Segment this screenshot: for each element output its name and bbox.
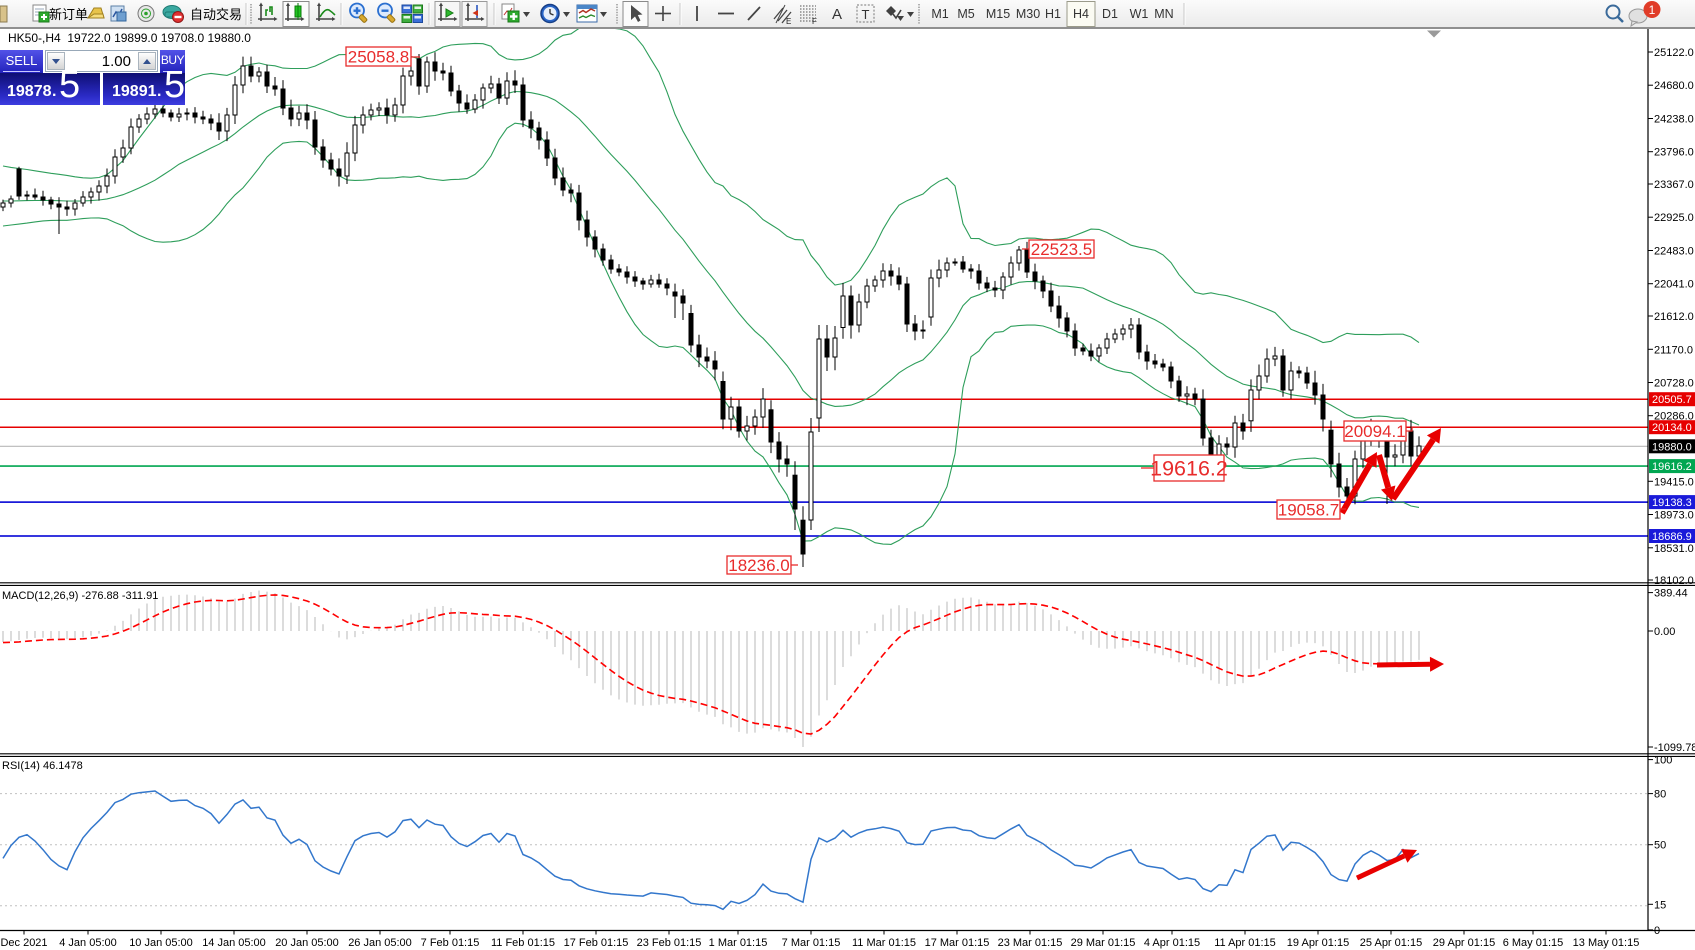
svg-text:20134.0: 20134.0 (1652, 422, 1692, 434)
svg-text:M30: M30 (1016, 7, 1040, 21)
svg-text:389.44: 389.44 (1654, 588, 1688, 600)
svg-text:23796.0: 23796.0 (1654, 147, 1694, 159)
svg-text:7 Mar 01:15: 7 Mar 01:15 (782, 937, 841, 949)
svg-text:24238.0: 24238.0 (1654, 114, 1694, 126)
svg-text:MN: MN (1154, 7, 1173, 21)
svg-text:6 May 01:15: 6 May 01:15 (1503, 937, 1564, 949)
svg-text:19138.3: 19138.3 (1652, 497, 1692, 509)
svg-text:11 Mar 01:15: 11 Mar 01:15 (852, 937, 916, 949)
svg-text:E: E (786, 17, 791, 26)
svg-text:W1: W1 (1130, 7, 1149, 21)
svg-text:23 Mar 01:15: 23 Mar 01:15 (998, 937, 1063, 949)
svg-text:18686.9: 18686.9 (1652, 531, 1692, 543)
svg-text:RSI(14) 46.1478: RSI(14) 46.1478 (2, 760, 83, 772)
svg-text:19415.0: 19415.0 (1654, 476, 1694, 488)
svg-text:H4: H4 (1073, 7, 1089, 21)
svg-text:F: F (812, 17, 817, 26)
svg-text:25122.0: 25122.0 (1654, 47, 1694, 59)
svg-text:21612.0: 21612.0 (1654, 311, 1694, 323)
svg-text:MACD(12,26,9) -276.88 -311.91: MACD(12,26,9) -276.88 -311.91 (2, 590, 158, 602)
svg-text:D1: D1 (1102, 7, 1118, 21)
svg-text:M5: M5 (957, 7, 974, 21)
svg-text:80: 80 (1654, 789, 1666, 801)
svg-text:15: 15 (1654, 899, 1666, 911)
svg-text:17 Feb 01:15: 17 Feb 01:15 (564, 937, 629, 949)
svg-text:13 May 01:15: 13 May 01:15 (1573, 937, 1640, 949)
svg-text:自动交易: 自动交易 (190, 7, 242, 22)
svg-text:29 Apr 01:15: 29 Apr 01:15 (1433, 937, 1495, 949)
svg-text:新订单: 新订单 (49, 7, 88, 22)
svg-text:11 Feb 01:15: 11 Feb 01:15 (491, 937, 555, 949)
svg-text:20 Jan 05:00: 20 Jan 05:00 (275, 937, 339, 949)
svg-text:25058.8: 25058.8 (348, 48, 409, 67)
svg-text:22925.0: 22925.0 (1654, 212, 1694, 224)
svg-text:H1: H1 (1045, 7, 1061, 21)
svg-text:22041.0: 22041.0 (1654, 279, 1694, 291)
svg-text:-1099.78: -1099.78 (1654, 742, 1695, 754)
svg-text:22523.5: 22523.5 (1031, 240, 1092, 259)
svg-text:50: 50 (1654, 840, 1666, 852)
svg-text:24680.0: 24680.0 (1654, 80, 1694, 92)
svg-text:19616.2: 19616.2 (1150, 457, 1228, 481)
svg-text:14 Jan 05:00: 14 Jan 05:00 (202, 937, 266, 949)
svg-text:26 Jan 05:00: 26 Jan 05:00 (348, 937, 412, 949)
svg-text:18531.0: 18531.0 (1654, 543, 1694, 555)
svg-text:17 Mar 01:15: 17 Mar 01:15 (925, 937, 990, 949)
svg-text:100: 100 (1654, 755, 1672, 767)
svg-text:20094.1: 20094.1 (1344, 422, 1405, 441)
svg-text:0: 0 (1654, 925, 1660, 937)
svg-text:0.00: 0.00 (1654, 626, 1675, 638)
svg-text:10 Jan 05:00: 10 Jan 05:00 (129, 937, 193, 949)
svg-text:18102.0: 18102.0 (1654, 575, 1694, 587)
svg-text:20728.0: 20728.0 (1654, 378, 1694, 390)
svg-text:T: T (862, 7, 870, 22)
svg-text:1 Mar 01:15: 1 Mar 01:15 (709, 937, 768, 949)
svg-text:25 Apr 01:15: 25 Apr 01:15 (1360, 937, 1422, 949)
svg-text:19 Apr 01:15: 19 Apr 01:15 (1287, 937, 1349, 949)
svg-text:Dec 2021: Dec 2021 (0, 937, 47, 949)
svg-text:22483.0: 22483.0 (1654, 246, 1694, 258)
svg-text:1: 1 (1649, 3, 1656, 17)
svg-text:23 Feb 01:15: 23 Feb 01:15 (637, 937, 702, 949)
svg-text:21170.0: 21170.0 (1654, 344, 1693, 356)
svg-text:23367.0: 23367.0 (1654, 179, 1694, 191)
svg-text:A: A (832, 6, 842, 23)
svg-text:18973.0: 18973.0 (1654, 510, 1694, 522)
svg-text:4 Apr 01:15: 4 Apr 01:15 (1144, 937, 1200, 949)
svg-text:20505.7: 20505.7 (1652, 394, 1692, 406)
svg-text:20286.0: 20286.0 (1654, 411, 1694, 423)
svg-text:19880.0: 19880.0 (1652, 441, 1692, 453)
svg-text:18236.0: 18236.0 (728, 556, 789, 575)
svg-text:29 Mar 01:15: 29 Mar 01:15 (1071, 937, 1136, 949)
svg-text:19058.7: 19058.7 (1278, 501, 1339, 520)
svg-text:7 Feb 01:15: 7 Feb 01:15 (421, 937, 480, 949)
svg-text:HK50-,H4 19722.0 19899.0 1970: HK50-,H4 19722.0 19899.0 19708.0 19880.0 (8, 31, 251, 45)
svg-text:19616.2: 19616.2 (1652, 461, 1692, 473)
svg-text:4 Jan 05:00: 4 Jan 05:00 (59, 937, 117, 949)
svg-text:11 Apr 01:15: 11 Apr 01:15 (1214, 937, 1276, 949)
svg-text:M1: M1 (931, 7, 948, 21)
svg-text:M15: M15 (986, 7, 1010, 21)
